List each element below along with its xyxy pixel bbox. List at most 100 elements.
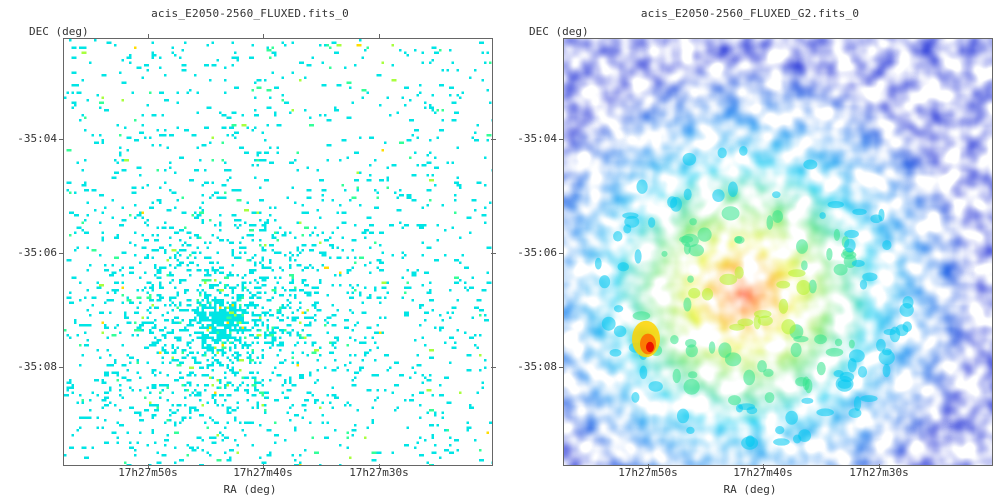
count-pixel	[309, 264, 312, 267]
count-pixel	[74, 249, 77, 252]
count-pixel	[294, 316, 299, 319]
count-pixel	[241, 376, 244, 379]
count-pixel	[224, 306, 227, 309]
count-pixel	[411, 366, 414, 369]
count-pixel	[229, 274, 232, 277]
count-pixel	[354, 376, 357, 379]
count-pixel	[456, 69, 459, 72]
count-pixel	[81, 401, 84, 404]
count-pixel	[149, 286, 152, 289]
count-pixel	[246, 306, 249, 309]
count-pixel	[161, 454, 167, 457]
count-pixel	[316, 379, 319, 382]
count-pixel	[196, 361, 202, 364]
count-pixel	[376, 266, 379, 269]
count-pixel	[136, 334, 139, 337]
count-pixel	[189, 406, 194, 409]
count-pixel	[156, 461, 162, 464]
count-pixel	[84, 46, 87, 49]
count-pixel	[71, 384, 74, 387]
count-pixel	[289, 281, 292, 284]
y-axis-label: DEC (deg)	[29, 25, 89, 38]
count-pixel	[136, 214, 139, 217]
count-pixel	[169, 361, 172, 364]
count-pixel	[204, 354, 207, 357]
count-pixel	[121, 206, 124, 209]
count-pixel	[101, 311, 104, 314]
count-pixel	[226, 116, 232, 119]
flux-clump	[648, 381, 663, 392]
count-pixel	[224, 184, 227, 187]
count-pixel	[114, 361, 117, 364]
image-frame-raw[interactable]	[63, 38, 493, 466]
count-pixel	[224, 386, 227, 389]
count-pixel	[221, 354, 224, 357]
count-pixel	[404, 314, 409, 317]
count-pixel	[119, 269, 122, 272]
count-pixel	[316, 359, 319, 362]
count-pixel	[224, 451, 227, 454]
count-pixel	[271, 269, 274, 272]
flux-clump	[833, 370, 844, 378]
count-pixel	[204, 169, 207, 172]
count-pixel	[264, 159, 267, 162]
count-pixel	[329, 401, 332, 404]
count-pixel	[206, 279, 212, 282]
count-pixel	[291, 311, 294, 314]
count-pixel	[251, 269, 257, 272]
count-pixel	[154, 384, 157, 387]
image-frame-smoothed[interactable]	[563, 38, 993, 466]
y-tick-label: -35:04	[17, 132, 57, 145]
count-pixel	[179, 249, 184, 252]
y-tick-label: -35:06	[17, 246, 57, 259]
count-pixel	[171, 356, 174, 359]
count-pixel	[179, 371, 182, 374]
count-pixel	[214, 314, 219, 317]
count-pixel	[139, 376, 142, 379]
count-pixel	[331, 199, 334, 202]
count-pixel	[246, 351, 249, 354]
count-pixel	[216, 319, 219, 322]
count-pixel	[309, 249, 314, 252]
count-pixel	[429, 179, 434, 182]
count-pixel	[196, 214, 199, 217]
count-pixel	[66, 259, 72, 262]
count-pixel	[261, 349, 264, 352]
count-pixel	[386, 176, 389, 179]
count-pixel	[194, 359, 197, 362]
count-pixel	[209, 336, 212, 339]
count-pixel	[211, 356, 214, 359]
count-pixel	[211, 384, 214, 387]
count-pixel	[444, 376, 449, 379]
count-pixel	[281, 306, 284, 309]
count-pixel	[74, 231, 77, 234]
count-pixel	[121, 301, 124, 304]
count-pixel	[299, 321, 302, 324]
count-pixel	[484, 184, 487, 187]
count-pixel	[204, 351, 207, 354]
count-pixel	[231, 324, 237, 327]
count-pixel	[416, 94, 419, 97]
count-pixel	[299, 301, 302, 304]
count-pixel	[194, 169, 199, 172]
count-pixel	[426, 174, 429, 177]
count-pixel	[84, 344, 89, 347]
count-pixel	[421, 284, 424, 287]
count-pixel	[431, 436, 434, 439]
count-pixel	[241, 381, 244, 384]
count-pixel	[371, 336, 374, 339]
count-pixel	[349, 309, 352, 312]
count-pixel	[206, 364, 209, 367]
count-pixel	[199, 399, 202, 402]
count-pixel	[251, 44, 254, 47]
count-pixel	[149, 299, 154, 302]
count-pixel	[176, 409, 179, 412]
count-pixel	[314, 291, 319, 294]
count-pixel	[321, 264, 324, 267]
count-pixel	[239, 219, 242, 222]
count-pixel	[196, 336, 199, 339]
count-pixel	[296, 151, 299, 154]
count-pixel	[84, 296, 87, 299]
count-pixel	[276, 311, 282, 314]
count-pixel	[146, 254, 149, 257]
